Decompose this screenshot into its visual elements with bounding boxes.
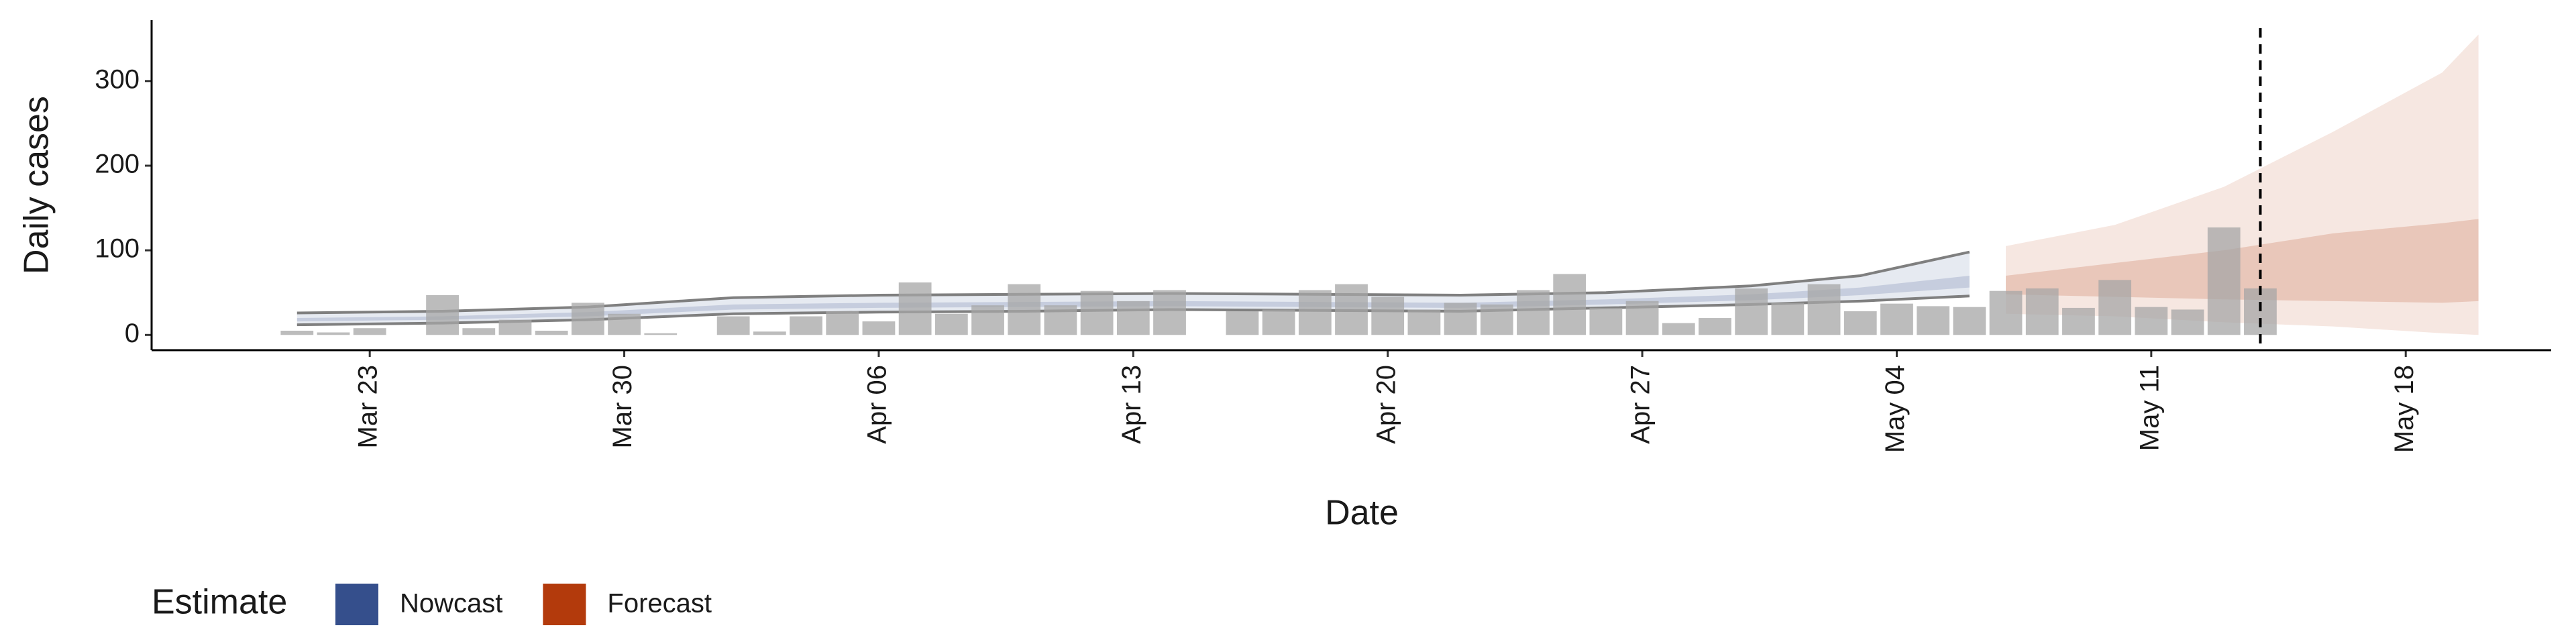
- bar: [2062, 307, 2095, 335]
- bar: [2207, 227, 2241, 335]
- x-tick-label: Apr 13: [1117, 365, 1146, 444]
- bar: [1807, 284, 1841, 335]
- y-tick-label: 200: [95, 150, 140, 179]
- x-tick-label: Apr 20: [1371, 365, 1401, 444]
- legend-title: Estimate: [152, 583, 287, 622]
- bar: [571, 303, 604, 335]
- bar: [862, 321, 896, 335]
- bar: [1917, 306, 1950, 335]
- bar: [426, 295, 459, 335]
- x-tick-label: May 04: [1880, 365, 1910, 453]
- legend-swatch: [335, 584, 378, 625]
- legend-label: Nowcast: [400, 589, 502, 619]
- bar: [1843, 311, 1877, 335]
- y-axis-title: Daily cases: [17, 96, 56, 274]
- bar: [1262, 309, 1295, 335]
- bar: [2025, 288, 2059, 335]
- x-tick-label: May 18: [2390, 365, 2419, 453]
- bar: [2135, 307, 2168, 335]
- bar: [898, 282, 932, 335]
- bar: [2171, 309, 2204, 335]
- bar: [535, 330, 568, 335]
- legend-label: Forecast: [607, 589, 712, 619]
- bar: [317, 332, 350, 335]
- bar: [1553, 274, 1587, 335]
- band-90: [2006, 34, 2479, 335]
- bar: [1880, 303, 1913, 335]
- bar: [1662, 323, 1695, 335]
- x-tick-label: Apr 06: [863, 365, 892, 444]
- bar: [1953, 307, 1986, 335]
- bar: [1153, 290, 1186, 335]
- x-tick-label: Mar 30: [608, 365, 637, 449]
- legend-swatch: [543, 584, 586, 625]
- bar: [1044, 305, 1077, 335]
- bar: [1116, 301, 1150, 335]
- bar: [1480, 304, 1513, 335]
- band-90: [297, 252, 1970, 325]
- bar: [826, 311, 859, 335]
- bar: [280, 330, 314, 335]
- bar: [716, 316, 750, 335]
- y-tick-label: 0: [125, 319, 140, 348]
- bar: [1407, 309, 1441, 335]
- bar: [498, 319, 532, 335]
- bar: [1589, 307, 1623, 335]
- bar: [1335, 284, 1368, 335]
- bar: [1625, 301, 1659, 335]
- bar: [1735, 288, 1768, 335]
- bar: [353, 328, 386, 335]
- bar: [1298, 290, 1332, 335]
- bar: [1371, 297, 1405, 335]
- bar: [1699, 318, 1731, 335]
- x-tick-label: Mar 23: [354, 365, 383, 449]
- bar: [753, 331, 786, 335]
- bar: [1771, 303, 1805, 335]
- bar: [1008, 284, 1041, 335]
- bar: [934, 313, 968, 335]
- bar: [790, 316, 822, 335]
- bar: [1989, 290, 2023, 335]
- bar: [1080, 290, 1114, 335]
- x-tick-label: May 11: [2135, 365, 2164, 451]
- x-axis-title: Date: [1325, 494, 1399, 533]
- bar: [462, 328, 496, 335]
- bar: [644, 333, 678, 335]
- x-tick-label: Apr 27: [1626, 365, 1656, 444]
- bar: [608, 313, 641, 335]
- bar: [2098, 280, 2132, 335]
- y-tick-label: 100: [95, 234, 140, 264]
- band-50: [297, 275, 1970, 322]
- bar: [1226, 311, 1259, 335]
- y-tick-label: 300: [95, 64, 140, 94]
- bar: [971, 305, 1004, 335]
- bar: [1444, 303, 1477, 335]
- bar: [1517, 290, 1550, 335]
- bar: [2244, 288, 2277, 335]
